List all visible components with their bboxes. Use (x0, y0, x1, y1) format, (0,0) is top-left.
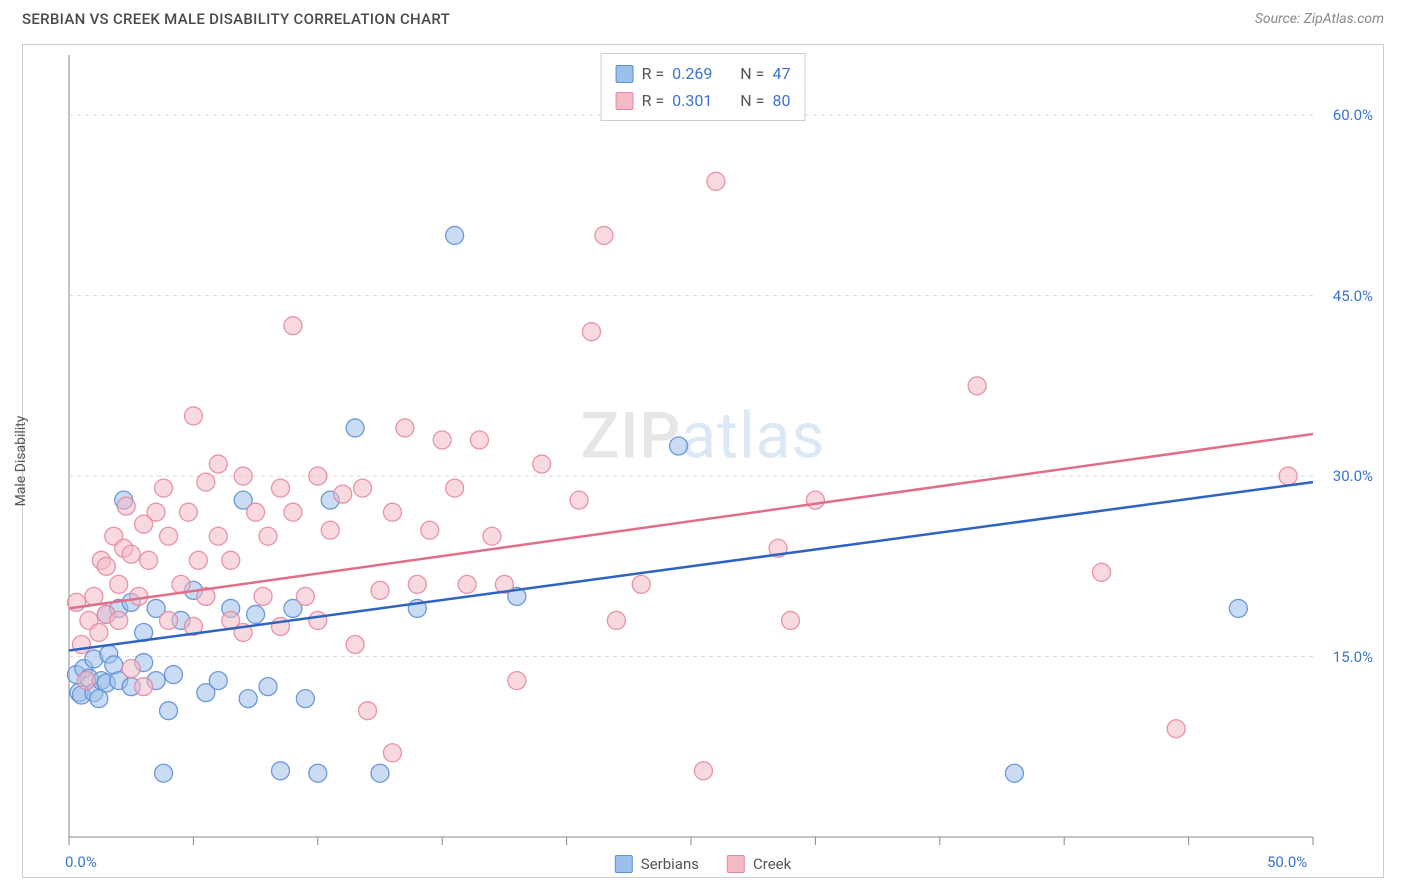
y-tick-label: 30.0% (1333, 467, 1373, 485)
x-tick-label: 50.0% (1267, 853, 1307, 871)
swatch-creek (616, 92, 634, 110)
y-tick-label: 45.0% (1333, 287, 1373, 305)
y-tick-label: 15.0% (1333, 648, 1373, 666)
y-tick-label: 60.0% (1333, 106, 1373, 124)
series-legend: Serbians Creek (615, 855, 791, 873)
legend-item-serbians: Serbians (615, 855, 699, 873)
scatter-plot (23, 45, 1383, 877)
swatch-creek-icon (727, 855, 745, 873)
source-attribution: Source: ZipAtlas.com (1255, 11, 1384, 27)
swatch-serbians-icon (615, 855, 633, 873)
chart-title: SERBIAN VS CREEK MALE DISABILITY CORRELA… (22, 10, 450, 28)
swatch-serbians (616, 65, 634, 83)
x-tick-label: 0.0% (65, 853, 97, 871)
legend-row-serbians: R = 0.269 N = 47 (616, 60, 791, 87)
correlation-legend: R = 0.269 N = 47 R = 0.301 N = 80 (601, 53, 806, 121)
legend-item-creek: Creek (727, 855, 791, 873)
chart-area: Male Disability ZIPatlas R = 0.269 N = 4… (22, 44, 1384, 878)
legend-row-creek: R = 0.301 N = 80 (616, 87, 791, 114)
